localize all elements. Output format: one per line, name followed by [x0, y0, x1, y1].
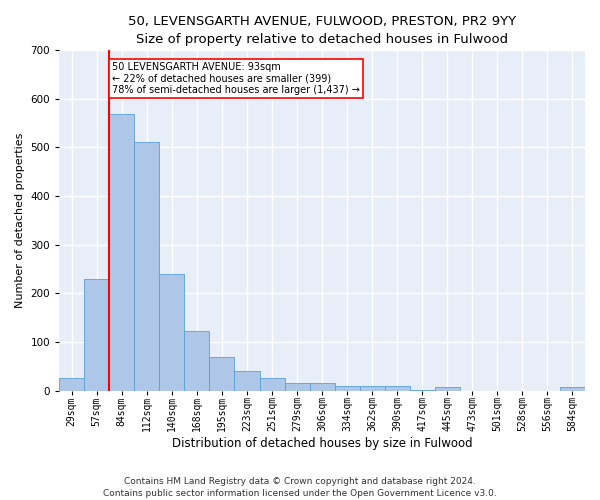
Bar — [335, 386, 359, 390]
Bar — [184, 332, 209, 390]
Bar — [260, 378, 284, 390]
Bar — [84, 278, 109, 390]
Bar — [134, 142, 160, 390]
Bar — [385, 386, 410, 390]
Title: 50, LEVENSGARTH AVENUE, FULWOOD, PRESTON, PR2 9YY
Size of property relative to d: 50, LEVENSGARTH AVENUE, FULWOOD, PRESTON… — [128, 15, 516, 46]
Bar — [435, 386, 460, 390]
X-axis label: Distribution of detached houses by size in Fulwood: Distribution of detached houses by size … — [172, 437, 472, 450]
Bar — [284, 384, 310, 390]
Text: Contains HM Land Registry data © Crown copyright and database right 2024.
Contai: Contains HM Land Registry data © Crown c… — [103, 476, 497, 498]
Bar — [310, 384, 335, 390]
Bar — [160, 274, 184, 390]
Y-axis label: Number of detached properties: Number of detached properties — [15, 132, 25, 308]
Bar — [560, 386, 585, 390]
Bar — [235, 371, 260, 390]
Bar — [359, 386, 385, 390]
Bar — [109, 114, 134, 390]
Text: 50 LEVENSGARTH AVENUE: 93sqm
← 22% of detached houses are smaller (399)
78% of s: 50 LEVENSGARTH AVENUE: 93sqm ← 22% of de… — [112, 62, 359, 96]
Bar — [59, 378, 84, 390]
Bar — [209, 356, 235, 390]
